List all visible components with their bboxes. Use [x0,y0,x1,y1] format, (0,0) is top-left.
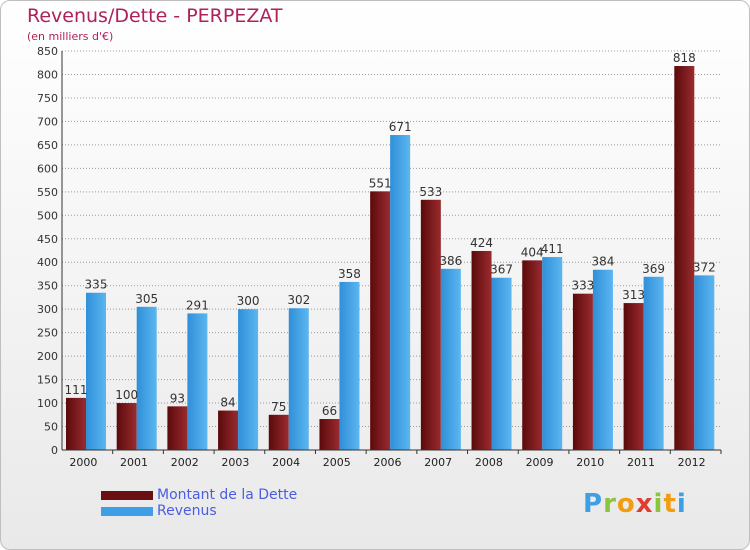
debt-value-label: 404 [521,245,544,259]
x-axis: 2000 2001 2002 2003 2004 2005 2006 2007 2008 2009… [62,449,722,469]
x-tick-label: 2006 [374,456,402,469]
y-tick-label: 800 [37,68,58,81]
y-tick-label: 600 [37,162,58,175]
y-tick-label: 550 [37,186,58,199]
y-tick-label: 750 [37,92,58,105]
y-tick-label: 150 [37,374,58,387]
revenus-value-label: 372 [693,260,716,274]
revenus-value-label: 302 [287,293,310,307]
y-tick-label: 400 [37,256,58,269]
x-tick-label: 2004 [272,456,300,469]
debt-bar [522,260,543,450]
debt-value-label: 93 [170,391,185,405]
revenus-value-label: 369 [642,262,665,276]
y-tick-label: 850 [37,45,58,58]
revenus-bar [491,277,512,450]
y-tick-label: 700 [37,115,58,128]
x-tick-label: 2000 [69,456,97,469]
revenus-bar [694,275,715,450]
debt-value-label: 333 [571,279,594,293]
debt-bar [623,303,644,450]
chart-subtitle: (en milliers d'€) [27,30,114,43]
y-tick-label: 100 [37,397,58,410]
debt-value-label: 424 [470,236,493,250]
revenus-value-label: 411 [541,242,564,256]
chart-title: Revenus/Dette - PERPEZAT [27,5,283,27]
bars [66,66,715,450]
revenus-value-label: 300 [237,294,260,308]
debt-bar [319,419,340,450]
debt-bar [268,414,289,450]
x-tick-label: 2010 [576,456,604,469]
legend-swatch-debt [101,491,153,500]
debt-value-label: 66 [322,404,337,418]
revenus-value-label: 305 [135,292,158,306]
debt-bar [66,397,86,450]
debt-value-label: 75 [271,400,286,414]
y-tick-label: 50 [44,421,58,434]
y-tick-label: 650 [37,139,58,152]
y-tick-label: 250 [37,327,58,340]
x-tick-label: 2005 [323,456,351,469]
revenus-bar [288,308,309,450]
debt-bar [674,66,695,450]
debt-value-label: 533 [419,185,442,199]
debt-value-label: 551 [369,176,392,190]
y-tick-label: 450 [37,233,58,246]
revenus-bar [390,135,411,450]
x-tick-label: 2007 [424,456,452,469]
x-tick-label: 2012 [678,456,706,469]
proxiti-logo: Proxiti [583,489,687,519]
y-tick-label: 500 [37,209,58,222]
debt-bar [572,293,593,450]
revenus-bar [136,306,157,450]
x-tick-label: 2009 [526,456,554,469]
debt-bar [420,199,441,450]
debt-value-label: 100 [115,388,138,402]
x-tick-label: 2011 [627,456,655,469]
revenus-value-label: 671 [389,120,412,134]
revenus-bar [86,292,106,450]
y-axis: 0 50 100 150 200 250 300 350 400 450 500 550 600 650 7… [37,45,63,457]
debt-value-label: 818 [673,51,696,65]
revenus-bar [643,276,664,450]
y-tick-label: 0 [51,444,58,457]
revenus-value-label: 384 [591,255,614,269]
legend-label-debt: Montant de la Dette [157,487,298,503]
revenus-value-label: 386 [439,254,462,268]
revenus-bar [339,281,360,450]
x-tick-label: 2003 [221,456,249,469]
y-tick-label: 200 [37,350,58,363]
debt-bar [116,403,137,450]
x-tick-label: 2008 [475,456,503,469]
debt-value-label: 111 [65,383,88,397]
debt-bar [167,406,188,450]
revenus-bar [238,309,259,450]
revenus-value-label: 367 [490,263,513,277]
revenus-bar [592,269,613,450]
revenus-value-label: 358 [338,267,361,281]
y-tick-label: 350 [37,280,58,293]
revenus-bar [187,313,208,450]
legend-swatch-revenus [101,507,153,516]
debt-bar [370,191,391,450]
y-tick-label: 300 [37,303,58,316]
debt-bar [471,250,492,450]
legend-label-revenus: Revenus [157,503,217,519]
revenus-value-label: 291 [186,298,209,312]
revenus-value-label: 335 [85,278,108,292]
data-labels: 111 335 100 305 93 291 84 300 75 302 66 358 551 671 53… [65,51,716,418]
x-tick-label: 2002 [171,456,199,469]
debt-value-label: 84 [220,396,235,410]
revenus-bar [542,257,563,450]
revenus-bar [440,268,461,450]
debt-value-label: 313 [622,288,645,302]
x-tick-label: 2001 [120,456,148,469]
debt-bar [218,410,239,450]
